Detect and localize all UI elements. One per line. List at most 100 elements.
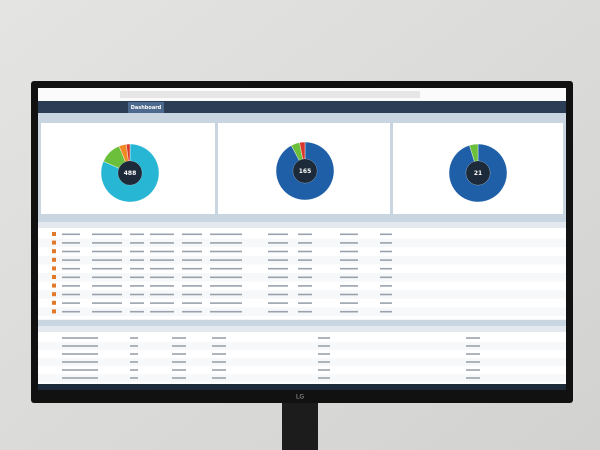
cell-text (62, 361, 98, 363)
cell-text (62, 353, 98, 355)
cell-text (268, 285, 288, 287)
taskbar (38, 384, 566, 390)
cell-text (150, 276, 174, 279)
cell-text (130, 285, 144, 287)
cell-text (466, 337, 480, 339)
cell-text (380, 233, 392, 236)
donut-hole (466, 161, 490, 185)
table-row (38, 366, 566, 374)
cell-text (92, 276, 122, 279)
cell-text (210, 250, 242, 253)
cell-text (212, 345, 226, 347)
row-icon (52, 300, 56, 305)
table-column-header (38, 222, 566, 228)
table-header-bar (38, 320, 566, 326)
cell-text (182, 285, 202, 287)
cell-text (380, 310, 392, 313)
cell-text (150, 233, 174, 236)
cell-text (466, 377, 480, 379)
cell-text (172, 345, 186, 347)
cell-text (92, 285, 122, 287)
cell-text (182, 242, 202, 244)
cell-text (62, 310, 80, 313)
cell-text (298, 302, 312, 304)
nav-tab-label[interactable]: Dashboard (131, 105, 162, 111)
cell-text (298, 267, 312, 270)
cell-text (92, 302, 122, 304)
cell-text (318, 337, 330, 339)
cell-text (380, 267, 392, 270)
cell-text (298, 233, 312, 236)
cell-text (298, 250, 312, 253)
cell-text (92, 310, 122, 313)
cell-text (268, 259, 288, 261)
cell-text (318, 353, 330, 355)
table-column-header (38, 326, 566, 332)
cell-text (172, 369, 186, 371)
cell-text (62, 302, 80, 304)
cell-text (150, 259, 174, 261)
table-row (38, 342, 566, 350)
row-icon (52, 232, 56, 236)
cell-text (340, 242, 358, 244)
cell-text (62, 345, 98, 347)
cell-text (92, 259, 122, 261)
cell-text (92, 242, 122, 244)
row-icon (52, 275, 56, 279)
donut-hole (293, 159, 317, 183)
cell-text (298, 293, 312, 296)
cell-text (62, 337, 98, 339)
donut-total: 488 (124, 170, 137, 177)
cell-text (172, 337, 186, 339)
cell-text (150, 310, 174, 313)
cell-text (380, 285, 392, 287)
cell-text (340, 267, 358, 270)
cell-text (182, 233, 202, 236)
cell-text (130, 259, 144, 261)
cell-text (212, 369, 226, 371)
cell-text (62, 285, 80, 287)
cell-text (62, 233, 80, 236)
cell-text (298, 242, 312, 244)
address-bar (120, 91, 420, 98)
cell-text (62, 267, 80, 270)
cell-text (62, 242, 80, 244)
table-header-bar (38, 217, 566, 222)
cell-text (212, 377, 226, 379)
row-icon (52, 240, 56, 245)
table-row (38, 358, 566, 366)
cell-text (182, 267, 202, 270)
cell-text (318, 361, 330, 363)
cell-text (340, 259, 358, 261)
brand-logo: LG (296, 394, 304, 401)
cell-text (318, 345, 330, 347)
cell-text (340, 233, 358, 236)
cell-text (130, 233, 144, 236)
cell-text (380, 250, 392, 253)
cell-text (130, 267, 144, 270)
row-icon (52, 266, 56, 271)
cell-text (210, 293, 242, 296)
nav-tab-active[interactable] (128, 102, 164, 113)
cell-text (268, 267, 288, 270)
cell-text (62, 259, 80, 261)
table-row (38, 334, 566, 342)
table-row (38, 350, 566, 358)
cell-text (130, 377, 138, 379)
cell-text (466, 353, 480, 355)
cell-text (130, 353, 138, 355)
cell-text (172, 353, 186, 355)
cell-text (298, 310, 312, 313)
cell-text (268, 276, 288, 279)
cell-text (92, 233, 122, 236)
cell-text (466, 369, 480, 371)
cell-text (210, 276, 242, 279)
cell-text (212, 353, 226, 355)
cell-text (130, 345, 138, 347)
row-icon (52, 257, 56, 262)
row-icon (52, 292, 56, 297)
cell-text (318, 377, 330, 379)
cell-text (466, 361, 480, 363)
cell-text (150, 293, 174, 296)
